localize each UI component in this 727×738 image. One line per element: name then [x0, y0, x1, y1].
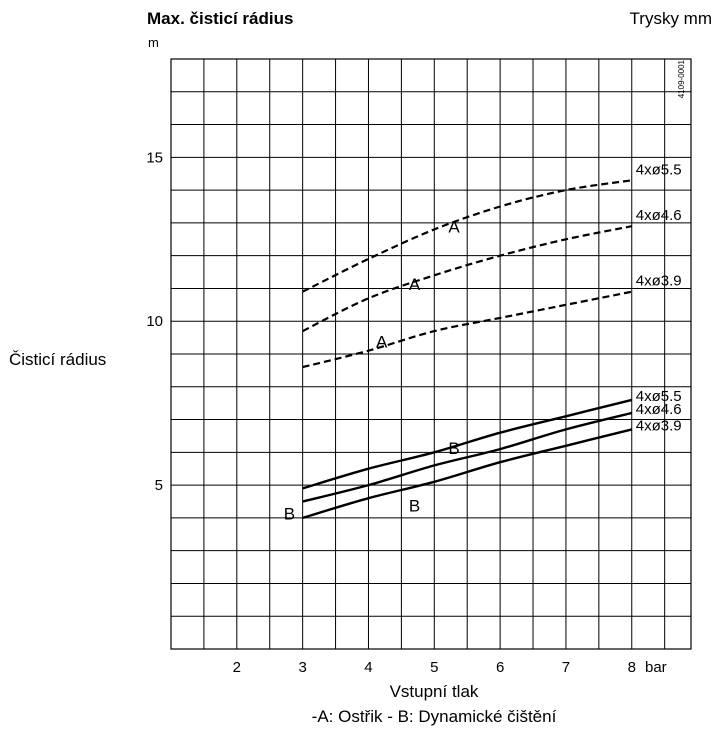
series-line-b	[302, 411, 633, 503]
series-label: 4xø5.5	[636, 388, 682, 405]
series-line-a	[302, 225, 633, 333]
y-axis-label: Čisticí rádius	[9, 350, 106, 369]
text-layer: Max. čisticí rádius Trysky mm m Čisticí …	[9, 9, 712, 726]
series-layer	[302, 179, 633, 520]
x-tick-label: 4	[364, 659, 372, 676]
y-tick-label: 15	[146, 149, 163, 166]
series-label: 4xø3.9	[636, 273, 682, 290]
curve-group-label: A	[409, 275, 421, 294]
x-tick-label: 5	[430, 659, 438, 676]
plot-frame	[170, 58, 692, 650]
x-tick-label: 6	[496, 659, 504, 676]
legend-text: -A: Ostřik - B: Dynamické čištění	[312, 707, 557, 726]
curve-group-label: A	[448, 218, 460, 237]
curve-group-label: B	[284, 505, 295, 524]
series-line-b	[302, 398, 633, 490]
x-tick-label: 2	[233, 659, 241, 676]
figure-code: 4109-0001	[677, 59, 686, 98]
y-unit: m	[148, 35, 159, 50]
y-tick-label: 10	[146, 313, 163, 330]
series-label: 4xø4.6	[636, 401, 682, 418]
series-label: 4xø3.9	[636, 417, 682, 434]
x-tick-label: 8	[628, 659, 636, 676]
curve-group-label: B	[409, 496, 420, 515]
curve-group-label: A	[376, 332, 388, 351]
curve-group-label: B	[448, 439, 459, 458]
series-label: 4xø4.6	[636, 207, 682, 224]
tick-labels: 2 3 4 5 6 7 8510154xø5.54xø4.64xø3.94xø5.54xø4…	[146, 149, 681, 676]
nozzle-header: Trysky mm	[630, 9, 712, 28]
x-tick-label: 3	[298, 659, 306, 676]
x-tick-label: 7	[562, 659, 570, 676]
series-label: 4xø5.5	[636, 161, 682, 178]
grid	[170, 58, 692, 650]
series-line-a	[302, 179, 632, 293]
chart-title: Max. čisticí rádius	[147, 9, 293, 28]
x-axis-label: Vstupní tlak	[390, 682, 479, 701]
y-tick-label: 5	[155, 477, 163, 494]
x-unit: bar	[645, 659, 667, 676]
series-line-a	[302, 290, 633, 369]
series-line-b	[302, 428, 633, 520]
